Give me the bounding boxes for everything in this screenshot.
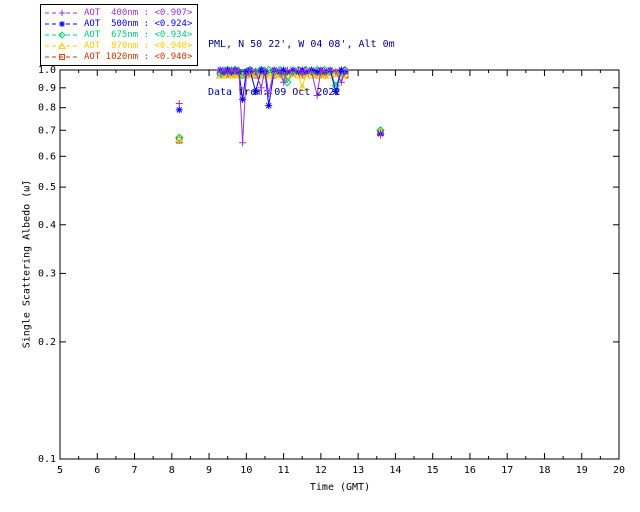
legend-item-label: AOT 675nm : <0.934> [84,29,193,40]
legend-item: AOT 675nm : <0.934> [45,29,192,40]
x-tick-label: 7 [132,465,138,476]
y-tick-label: 0.8 [38,103,56,114]
y-axis-title: Single Scattering Albedo (ω̃) [21,179,33,349]
y-tick-label: 0.3 [38,268,56,279]
x-tick-label: 9 [206,465,212,476]
legend-item: AOT 500nm : <0.924> [45,18,192,29]
legend-item: AOT 870nm : <0.940> [45,40,192,51]
y-tick-label: 0.6 [38,151,56,162]
x-axis-title: Time (GMT) [309,482,371,493]
x-tick-label: 10 [240,465,252,476]
site-location-text: PML, N 50 22', W 04 08', Alt 0m [208,39,395,50]
x-tick-label: 11 [278,465,290,476]
x-tick-label: 14 [389,465,401,476]
legend-item-label: AOT 1020nm : <0.940> [84,51,193,62]
legend-item-label: AOT 870nm : <0.940> [84,40,193,51]
x-tick-label: 5 [57,465,63,476]
x-tick-label: 12 [315,465,327,476]
series-aot-400nm [175,66,384,147]
y-tick-label: 0.7 [38,125,56,136]
y-tick-label: 0.2 [38,337,56,348]
data-date-text: Data from: 09 Oct 2022 [208,87,341,98]
legend-item-label: AOT 400nm : <0.907> [84,7,193,18]
y-tick-label: 1.0 [38,65,56,76]
x-tick-label: 17 [501,465,513,476]
y-tick-label: 0.5 [38,182,56,193]
x-tick-label: 16 [464,465,476,476]
legend-line-sample [45,30,79,39]
x-tick-label: 8 [169,465,175,476]
y-tick-label: 0.4 [38,220,56,231]
y-tick-label: 0.1 [38,454,56,465]
legend-item: AOT 400nm : <0.907> [45,7,192,18]
x-tick-label: 13 [352,465,364,476]
y-tick-label: 0.9 [38,83,56,94]
legend-line-sample [45,53,79,60]
plot-header: PML, N 50 22', W 04 08', Alt 0m Data fro… [208,5,395,133]
legend-line-sample [45,20,79,27]
legend-item: AOT 1020nm : <0.940> [45,51,192,62]
legend-line-sample [45,41,79,49]
legend-item-label: AOT 500nm : <0.924> [84,18,193,29]
x-tick-label: 20 [613,465,625,476]
x-tick-label: 6 [94,465,100,476]
legend-box: AOT 400nm : <0.907> AOT 500nm : <0.924> AO… [40,4,199,66]
x-tick-label: 19 [576,465,588,476]
legend-line-sample [45,9,79,16]
x-tick-label: 18 [538,465,550,476]
x-tick-label: 15 [427,465,439,476]
